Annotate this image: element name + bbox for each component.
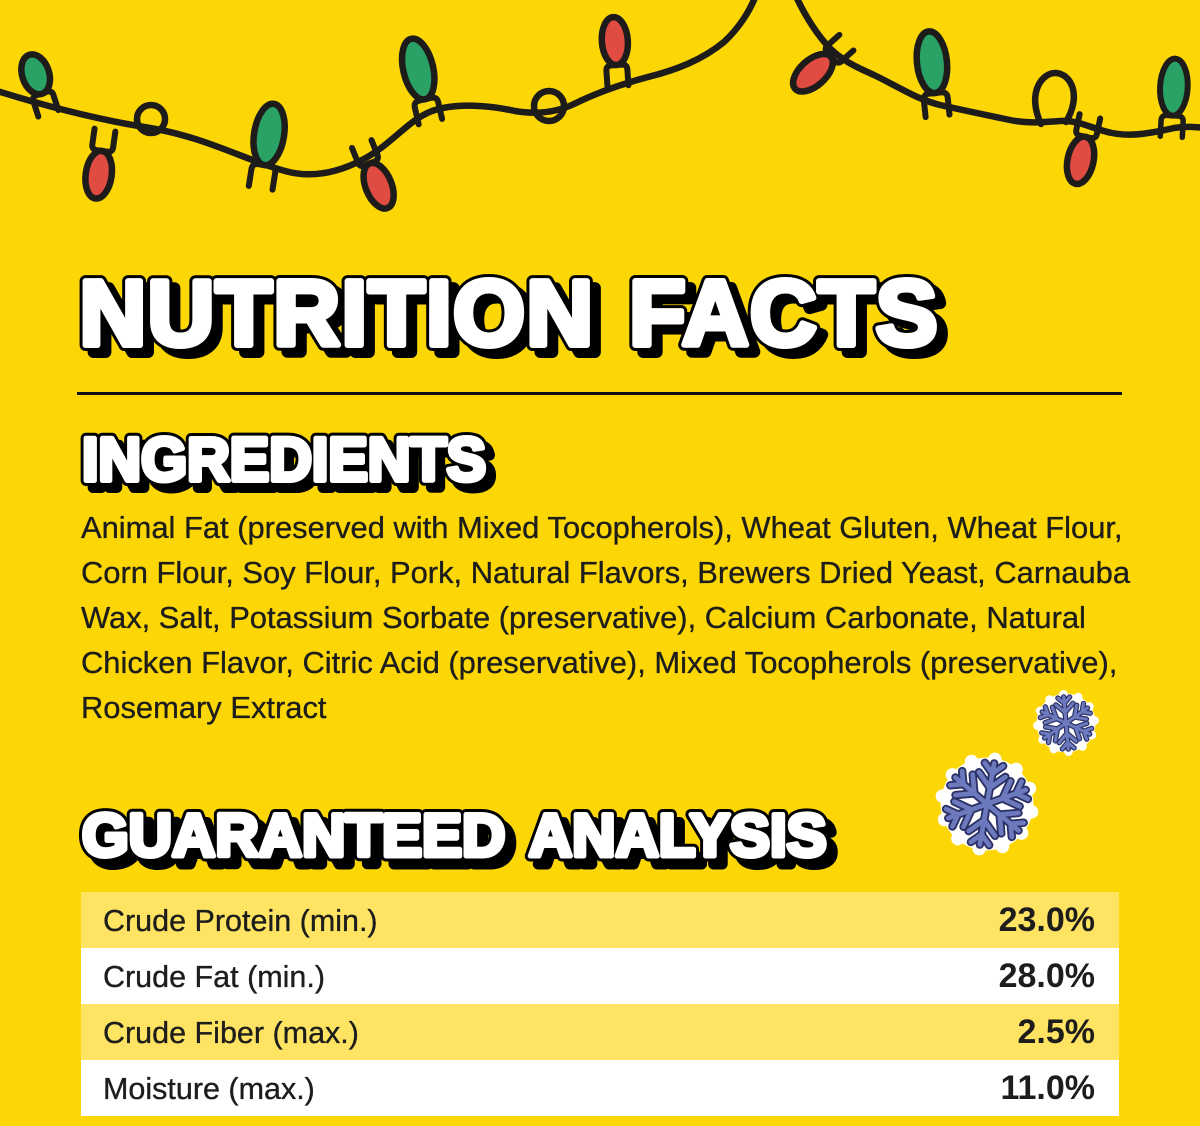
svg-text:NUTRITION FACTS: NUTRITION FACTS — [79, 261, 938, 365]
svg-text:NUTRITION FACTS: NUTRITION FACTS — [79, 261, 938, 365]
svg-text:INGREDIENTS: INGREDIENTS — [89, 433, 493, 501]
svg-text:INGREDIENTS: INGREDIENTS — [82, 426, 486, 494]
svg-text:INGREDIENTS: INGREDIENTS — [82, 426, 486, 494]
svg-text:GUARANTEED ANALYSIS: GUARANTEED ANALYSIS — [82, 802, 827, 869]
svg-text:GUARANTEED ANALYSIS: GUARANTEED ANALYSIS — [90, 810, 835, 877]
svg-text:GUARANTEED ANALYSIS: GUARANTEED ANALYSIS — [82, 802, 827, 869]
svg-text:NUTRITION FACTS: NUTRITION FACTS — [87, 268, 946, 372]
